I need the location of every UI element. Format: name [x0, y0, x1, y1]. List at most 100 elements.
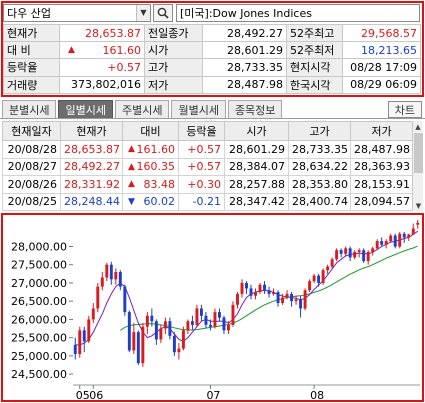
table-cell-close: 28,331.92 [60, 175, 123, 194]
quote-value: 373,802,016 [59, 75, 145, 94]
tab-1[interactable]: 분별시세 [2, 100, 57, 118]
up-arrow-icon: ▲ [68, 45, 75, 56]
down-arrow-icon: ▼ [128, 196, 135, 207]
table-row[interactable]: 20/08/27 28,492.27 ▲ 160.35 +0.57 28,384.07 28… [2, 157, 413, 176]
table-cell-open: 28,384.07 [224, 157, 289, 176]
quote-label: 저가 [144, 75, 203, 94]
column-header[interactable]: 대비 [122, 121, 179, 141]
x-tick-label: 05 [76, 389, 90, 400]
table-cell-low: 28,487.98 [350, 140, 413, 159]
candle-body [267, 290, 271, 294]
candle-body [380, 241, 384, 245]
table-cell-date: 20/08/26 [2, 175, 61, 194]
change-value: 160.35 [136, 160, 176, 174]
candle-body [91, 308, 95, 320]
candle-body [402, 233, 406, 238]
column-header[interactable]: 현재일자 [2, 121, 61, 141]
candle-body [308, 281, 312, 291]
candle-body [100, 277, 104, 287]
quote-label: 고가 [144, 58, 203, 77]
table-cell-change: ▲ 161.60 [122, 140, 179, 159]
candle-body [276, 292, 280, 303]
column-header[interactable]: 고가 [288, 121, 351, 141]
scroll-down-icon[interactable]: ▼ [415, 201, 422, 210]
table-cell-change: ▲ 83.48 [122, 175, 179, 194]
quote-summary-table: 현재가 28,653.87 전일종가 28,492.27 52주최고 29,568.57 대… [3, 23, 421, 94]
candle-body [353, 251, 357, 258]
quote-value: 28,601.29 [202, 41, 287, 60]
column-header[interactable]: 등락율 [178, 121, 225, 141]
quote-row: 대 비 ▲ 161.60 시가 28,601.29 52주최저 18,213.65 [3, 41, 421, 60]
candle-body [159, 328, 163, 340]
candle-body [118, 272, 122, 287]
table-row[interactable]: 20/08/26 28,331.92 ▲ 83.48 +0.30 28,257.88 28,… [2, 175, 413, 194]
candle-body [145, 315, 149, 327]
table-cell-pct: +0.30 [178, 175, 225, 194]
candle-body [195, 308, 199, 325]
candle-body [240, 282, 244, 294]
quote-label: 거래량 [3, 75, 60, 94]
tab-3[interactable]: 주별시세 [114, 100, 170, 118]
candle-body [411, 228, 415, 235]
candle-body [204, 315, 208, 325]
candle-body [150, 315, 154, 322]
change-value: 83.48 [143, 177, 176, 191]
quote-value: 28,492.27 [202, 23, 287, 43]
candle-body [371, 248, 375, 252]
scroll-up-icon[interactable]: ▲ [415, 122, 421, 131]
table-cell-high: 28,353.80 [288, 175, 351, 194]
column-header[interactable]: 현재가 [60, 121, 123, 141]
table-cell-high: 28,634.22 [288, 157, 351, 176]
candle-body [186, 321, 190, 331]
candle-body [389, 235, 393, 242]
table-cell-date: 20/08/27 [2, 157, 61, 176]
candle-body [217, 312, 221, 318]
price-chart-frame: 28,000.00 27,500.00 27,000.00 26,500.00 26,0… [1, 213, 424, 402]
change-value: 161.60 [136, 142, 176, 156]
candle-body [87, 319, 91, 342]
search-button[interactable] [153, 3, 173, 22]
candle-body [416, 222, 420, 225]
tab-5[interactable]: 종목정보 [227, 100, 283, 118]
table-row[interactable]: 20/08/25 28,248.44 ▼ 60.02 -0.21 28,347.42 28,… [2, 192, 413, 211]
candle-body [281, 297, 285, 303]
candlestick-chart[interactable]: 28,000.00 27,500.00 27,000.00 26,500.00 26,0… [3, 215, 422, 402]
column-header[interactable]: 저가 [350, 121, 413, 141]
candle-body [105, 264, 109, 278]
candle-body [335, 250, 339, 260]
candle-body [312, 275, 316, 282]
chevron-down-icon[interactable]: ▼ [136, 4, 150, 21]
candle-body [96, 286, 100, 309]
change-value: 60.02 [143, 195, 176, 209]
candle-body [236, 293, 239, 305]
scroll-thumb[interactable] [414, 133, 423, 173]
quote-value: 28,653.87 [59, 23, 145, 43]
candle-body [357, 250, 361, 252]
candle-body [136, 332, 140, 364]
tab-4[interactable]: 월별시세 [171, 100, 226, 118]
chart-button[interactable]: 차트 [387, 101, 422, 118]
x-tick-label: 06 [89, 389, 103, 400]
candle-body [199, 308, 203, 316]
tab-2[interactable]: 일별시세 [58, 100, 113, 118]
table-cell-close: 28,492.27 [60, 157, 123, 176]
up-arrow-icon: ▲ [128, 179, 135, 189]
quote-value: 29,568.57 [342, 23, 421, 43]
table-scrollbar[interactable]: ▲ ▼ [412, 121, 423, 211]
candle-body [348, 248, 352, 258]
table-cell-change: ▲ 160.35 [122, 157, 179, 176]
candle-body [285, 293, 289, 298]
candle-body [303, 290, 307, 309]
candle-body [362, 250, 366, 262]
index-select[interactable]: 다우 산업 ▼ [3, 3, 151, 22]
candle-body [177, 348, 181, 353]
quote-panel-frame [1, 1, 424, 97]
table-row[interactable]: 20/08/28 28,653.87 ▲ 161.60 +0.57 28,601.29 28… [2, 140, 413, 159]
candle-body [317, 275, 321, 283]
candle-body [330, 259, 334, 267]
column-header[interactable]: 시가 [224, 121, 289, 141]
index-title: [미국]:Dow Jones Indices [176, 3, 420, 22]
candle-body [114, 272, 118, 280]
candle-body [168, 321, 172, 336]
candle-body [290, 293, 294, 302]
